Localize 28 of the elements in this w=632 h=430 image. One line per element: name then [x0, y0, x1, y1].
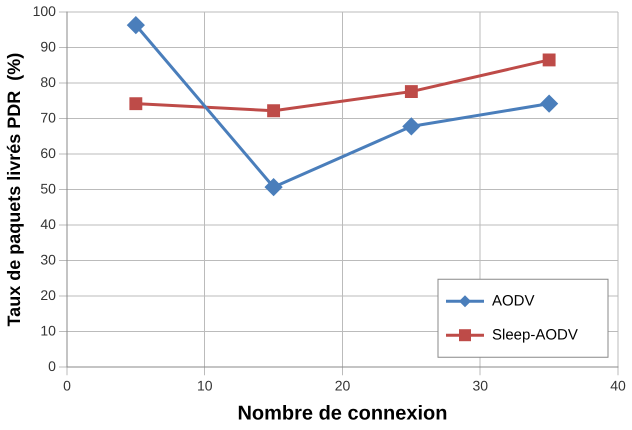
x-tick-label: 20 — [334, 377, 350, 394]
y-tick-label: 60 — [40, 144, 56, 161]
legend-label: AODV — [492, 292, 535, 310]
y-tick-label: 70 — [40, 109, 56, 126]
y-tick-label: 0 — [48, 358, 56, 374]
y-tick-label: 20 — [40, 287, 56, 304]
point — [404, 85, 418, 98]
y-tick-label: 40 — [40, 216, 56, 232]
y-axis-title: Taux de paquets livrés PDR (%) — [4, 52, 24, 326]
point — [129, 97, 142, 110]
y-tick-label: 30 — [40, 252, 56, 268]
point — [265, 178, 282, 196]
x-tick-label: 30 — [472, 377, 488, 394]
point — [540, 95, 558, 112]
point — [127, 16, 144, 34]
x-tick-label: 40 — [610, 377, 626, 394]
y-tick-label: 100 — [32, 2, 56, 19]
point — [402, 118, 420, 135]
point — [267, 104, 280, 118]
x-axis-title: Nombre de connexion — [237, 402, 448, 425]
x-tick-label: 0 — [63, 377, 72, 394]
y-tick-label: 80 — [40, 74, 56, 90]
y-tick-label: 50 — [40, 180, 56, 196]
x-tick-label: 10 — [196, 377, 213, 394]
point — [542, 54, 556, 66]
y-tick-label: 90 — [40, 38, 56, 54]
legend-label: Sleep-AODV — [492, 326, 578, 344]
y-tick-label: 10 — [40, 322, 56, 339]
